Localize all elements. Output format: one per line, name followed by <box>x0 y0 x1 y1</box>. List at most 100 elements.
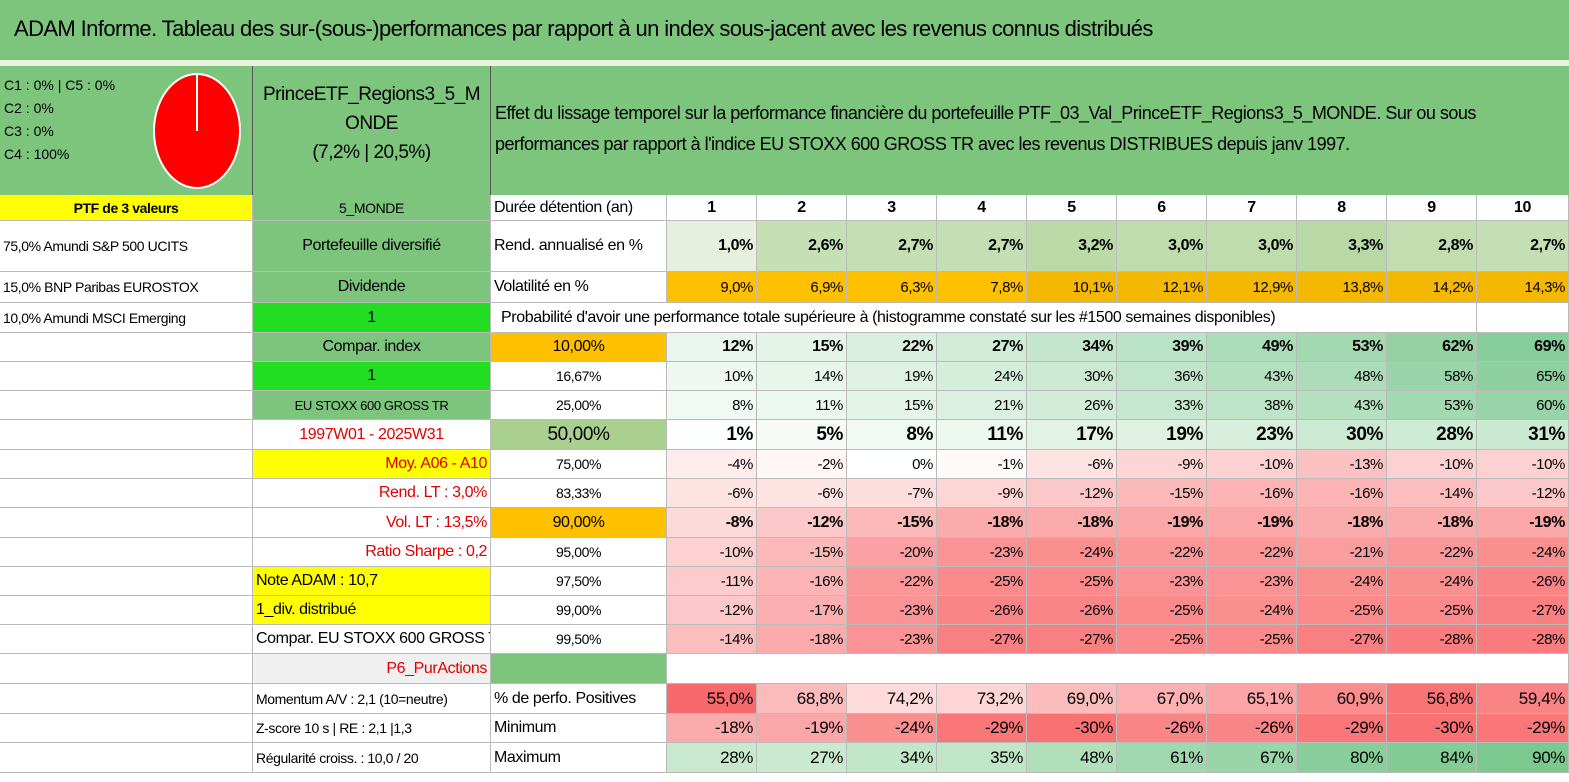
value-cell: 30% <box>1027 362 1117 391</box>
value-cell: 2,7% <box>937 221 1027 272</box>
label-cell: Dividende <box>253 272 491 303</box>
value-cell: 2 <box>757 195 847 221</box>
value-cell: -11% <box>667 567 757 596</box>
value-cell: -9% <box>1117 450 1207 479</box>
label-cell <box>0 362 253 391</box>
value-cell: 62% <box>1387 333 1477 362</box>
value-cell: 67% <box>1207 743 1297 773</box>
value-cell: 17% <box>1027 420 1117 450</box>
value-cell: 67,0% <box>1117 684 1207 714</box>
label-cell <box>0 479 253 508</box>
value-cell: 15% <box>847 391 937 420</box>
pie-chart <box>153 73 241 189</box>
label-cell: Vol. LT : 13,5% <box>253 508 491 538</box>
value-cell: 60% <box>1477 391 1569 420</box>
value-cell: -9% <box>937 479 1027 508</box>
value-cell: -25% <box>937 567 1027 596</box>
value-cell: -27% <box>1027 625 1117 654</box>
value-cell: 2,8% <box>1387 221 1477 272</box>
value-cell: 26% <box>1027 391 1117 420</box>
value-cell: -10% <box>667 538 757 567</box>
value-cell: -10% <box>1207 450 1297 479</box>
value-cell: -26% <box>1477 567 1569 596</box>
label-cell: Probabilité d'avoir une performance tota… <box>491 303 1477 333</box>
value-cell: -15% <box>1117 479 1207 508</box>
value-cell: 55,0% <box>667 684 757 714</box>
value-cell: 33% <box>1117 391 1207 420</box>
value-cell: 27% <box>937 333 1027 362</box>
value-cell: 1% <box>667 420 757 450</box>
value-cell: 27% <box>757 743 847 773</box>
label-cell: Rend. annualisé en % <box>491 221 667 272</box>
fund-name: PrinceETF_Regions3_5_MONDE <box>262 84 481 134</box>
value-cell: -26% <box>1207 714 1297 743</box>
label-cell: Volatilité en % <box>491 272 667 303</box>
label-cell <box>0 420 253 450</box>
label-cell: Compar. index <box>253 333 491 362</box>
value-cell: 58% <box>1387 362 1477 391</box>
value-cell: -1% <box>937 450 1027 479</box>
label-cell: 95,00% <box>491 538 667 567</box>
legend-entry: C4 : 100% <box>4 146 70 162</box>
value-cell: 7,8% <box>937 272 1027 303</box>
separator <box>0 60 1569 66</box>
value-cell: -23% <box>1117 567 1207 596</box>
value-cell: 0% <box>847 450 937 479</box>
label-cell: 75,0% Amundi S&P 500 UCITS <box>0 221 253 272</box>
value-cell: 43% <box>1297 391 1387 420</box>
value-cell: -29% <box>1477 714 1569 743</box>
label-cell <box>0 391 253 420</box>
value-cell: -18% <box>1027 508 1117 538</box>
value-cell: 3,0% <box>1117 221 1207 272</box>
value-cell: -24% <box>1387 567 1477 596</box>
value-cell: -6% <box>757 479 847 508</box>
value-cell: -12% <box>1477 479 1569 508</box>
value-cell: -19% <box>1477 508 1569 538</box>
value-cell: 9 <box>1387 195 1477 221</box>
value-cell: -6% <box>1027 450 1117 479</box>
value-cell: 80% <box>1297 743 1387 773</box>
value-cell: -7% <box>847 479 937 508</box>
legend-entry: C3 : 0% <box>4 123 54 139</box>
value-cell: -28% <box>1477 625 1569 654</box>
value-cell: -12% <box>1027 479 1117 508</box>
value-cell: -24% <box>1027 538 1117 567</box>
value-cell: -20% <box>847 538 937 567</box>
value-cell: 38% <box>1207 391 1297 420</box>
value-cell: -26% <box>937 596 1027 625</box>
value-cell: 2,7% <box>1477 221 1569 272</box>
value-cell: 48% <box>1297 362 1387 391</box>
value-cell: -8% <box>667 508 757 538</box>
label-cell <box>0 567 253 596</box>
pie-legend: C1 : 0% | C5 : 0% C2 : 0% C3 : 0% C4 : 100% <box>4 74 115 166</box>
value-cell: -25% <box>1117 625 1207 654</box>
value-cell: 13,8% <box>1297 272 1387 303</box>
label-cell: PTF de 3 valeurs <box>0 195 253 221</box>
value-cell: 7 <box>1207 195 1297 221</box>
value-cell: 3,3% <box>1297 221 1387 272</box>
value-cell: -17% <box>757 596 847 625</box>
value-cell: 5 <box>1027 195 1117 221</box>
value-cell: 35% <box>937 743 1027 773</box>
value-cell: -18% <box>667 714 757 743</box>
value-cell: 14,3% <box>1477 272 1569 303</box>
value-cell: 10 <box>1477 195 1569 221</box>
label-cell: Maximum <box>491 743 667 773</box>
value-cell: 69,0% <box>1027 684 1117 714</box>
label-cell: 5_MONDE <box>253 195 491 221</box>
label-cell: Z-score 10 s | RE : 2,1 |1,3 <box>253 714 491 743</box>
label-cell <box>491 654 667 684</box>
value-cell: 12,9% <box>1207 272 1297 303</box>
value-cell: 6,9% <box>757 272 847 303</box>
value-cell: 65% <box>1477 362 1569 391</box>
label-cell: P6_PurActions <box>253 654 491 684</box>
label-cell: 83,33% <box>491 479 667 508</box>
value-cell: -24% <box>1477 538 1569 567</box>
value-cell: -22% <box>1117 538 1207 567</box>
value-cell: -19% <box>757 714 847 743</box>
value-cell: -26% <box>1027 596 1117 625</box>
value-cell: -18% <box>1297 508 1387 538</box>
label-cell <box>0 625 253 654</box>
value-cell: -19% <box>1207 508 1297 538</box>
